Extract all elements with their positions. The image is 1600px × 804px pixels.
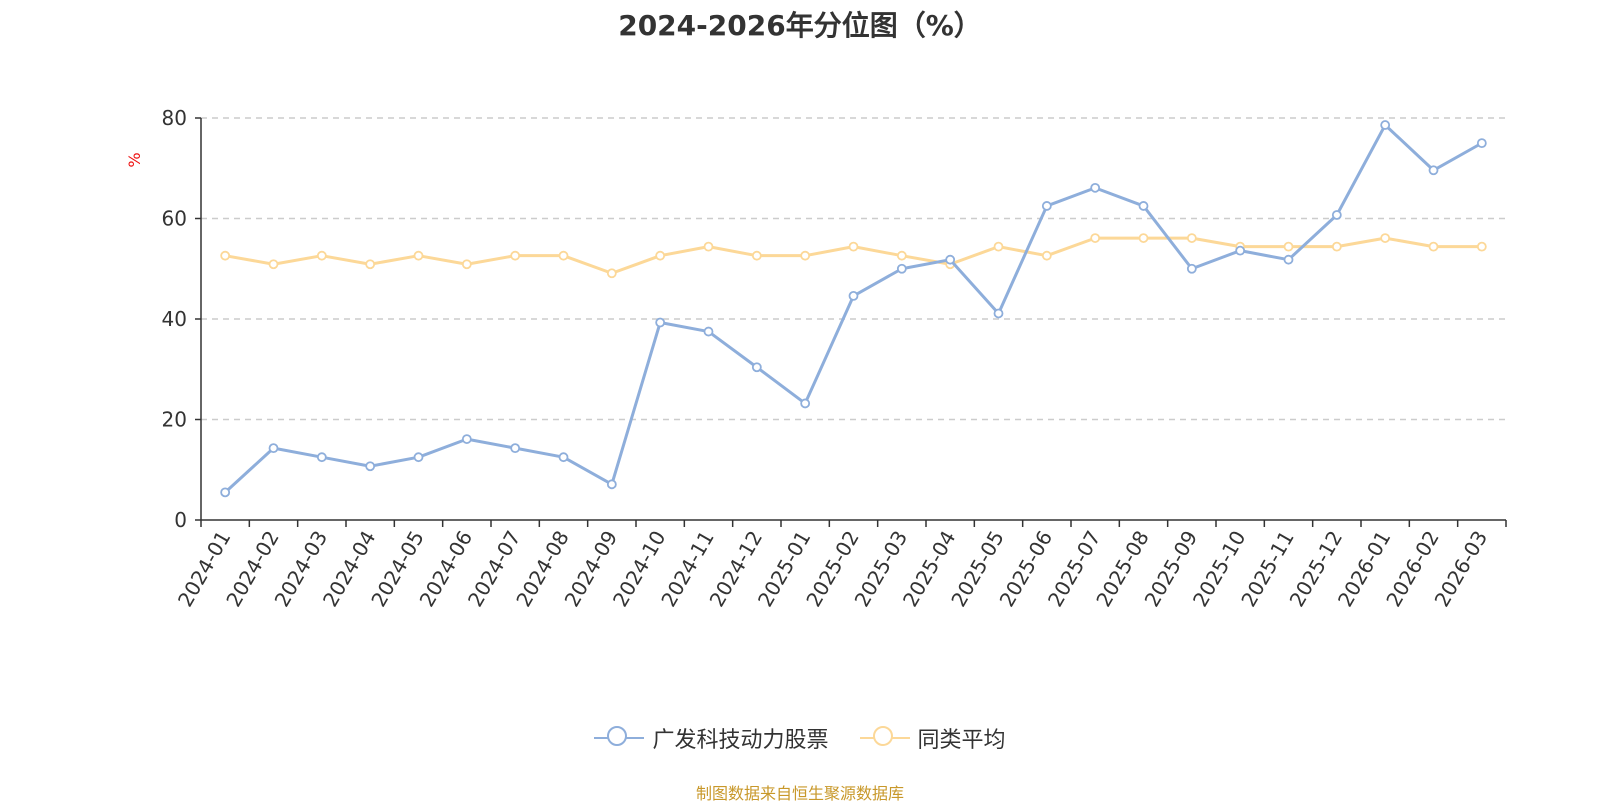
data-point[interactable] [558, 250, 569, 261]
series-1 [220, 233, 1487, 279]
data-point[interactable] [1186, 263, 1197, 274]
series-group [220, 120, 1487, 498]
y-tick-labels: 0 20 40 60 80 [162, 106, 187, 532]
y-tick-label: 0 [174, 508, 187, 532]
y-axis-label: % [125, 152, 144, 167]
legend-label-1: 同类平均 [917, 728, 1006, 753]
legend-label-0: 广发科技动力股票 [652, 728, 829, 753]
data-point[interactable] [1138, 233, 1149, 243]
data-point[interactable] [558, 452, 569, 463]
data-point[interactable] [365, 461, 376, 472]
source-note: 制图数据来自恒生聚源数据库 [695, 784, 904, 803]
y-tick-label: 20 [162, 408, 187, 432]
data-point[interactable] [896, 263, 907, 274]
data-point[interactable] [751, 362, 762, 373]
data-point[interactable] [1331, 210, 1342, 220]
data-point[interactable] [220, 250, 231, 261]
data-point[interactable] [1428, 241, 1439, 252]
legend: 广发科技动力股票 同类平均 [0, 722, 1600, 756]
y-tick-label: 60 [162, 207, 187, 231]
y-tick-label: 80 [162, 106, 187, 130]
data-point[interactable] [655, 317, 666, 328]
data-point[interactable] [220, 487, 231, 498]
data-point[interactable] [510, 250, 521, 261]
chart-title: 2024-2026年分位图（%） [618, 9, 982, 42]
data-point[interactable] [1331, 241, 1342, 252]
data-point[interactable] [365, 259, 376, 270]
data-point[interactable] [1235, 245, 1246, 256]
data-point[interactable] [1283, 254, 1294, 265]
data-point[interactable] [1476, 138, 1487, 149]
data-point[interactable] [945, 254, 956, 265]
data-point[interactable] [1428, 165, 1439, 176]
data-point[interactable] [751, 250, 762, 261]
data-point[interactable] [316, 250, 327, 261]
axes [195, 117, 1507, 527]
data-point[interactable] [800, 250, 811, 261]
data-point[interactable] [316, 452, 327, 463]
data-point[interactable] [703, 326, 714, 337]
data-point[interactable] [1041, 201, 1052, 211]
data-point[interactable] [606, 479, 617, 490]
data-point[interactable] [800, 398, 811, 409]
grid-lines [201, 117, 1506, 421]
legend-item-0[interactable]: 广发科技动力股票 [594, 722, 829, 754]
data-point[interactable] [655, 250, 666, 261]
data-point[interactable] [461, 434, 472, 444]
data-point[interactable] [1380, 233, 1391, 243]
legend-marker-0 [594, 726, 645, 750]
data-point[interactable] [703, 241, 714, 252]
data-point[interactable] [606, 268, 617, 279]
data-point[interactable] [413, 452, 424, 463]
data-point[interactable] [896, 250, 907, 261]
data-point[interactable] [1090, 182, 1101, 193]
data-point[interactable] [268, 259, 279, 270]
series-line-0 [224, 123, 1483, 494]
legend-item-1[interactable]: 同类平均 [859, 722, 1006, 754]
data-point[interactable] [461, 259, 472, 270]
x-tick-labels: 2024-012024-022024-032024-042024-052024-… [173, 527, 1492, 611]
data-point[interactable] [1476, 241, 1487, 252]
data-point[interactable] [1138, 201, 1149, 211]
legend-marker-1 [859, 726, 910, 750]
data-point[interactable] [1186, 233, 1197, 243]
data-point[interactable] [413, 250, 424, 261]
data-point[interactable] [1283, 241, 1294, 252]
data-point[interactable] [848, 241, 859, 252]
series-0 [220, 120, 1487, 498]
data-point[interactable] [993, 241, 1004, 252]
data-point[interactable] [1380, 120, 1391, 130]
data-point[interactable] [510, 443, 521, 454]
data-point[interactable] [1090, 233, 1101, 243]
data-point[interactable] [993, 308, 1004, 319]
data-point[interactable] [268, 443, 279, 454]
y-tick-label: 40 [162, 307, 187, 331]
data-point[interactable] [1041, 250, 1052, 261]
data-point[interactable] [848, 290, 859, 301]
